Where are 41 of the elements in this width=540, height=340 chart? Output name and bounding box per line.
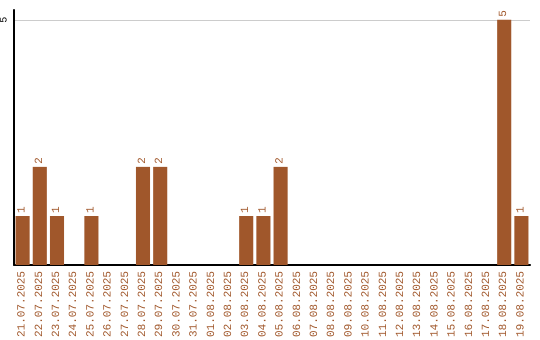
x-tick-label: 04.08.2025	[257, 270, 270, 338]
x-tick-label: 05.08.2025	[274, 270, 287, 338]
x-tick-label: 03.08.2025	[240, 270, 252, 338]
data-label: 1	[515, 206, 528, 213]
data-label: 1	[240, 206, 252, 213]
x-tick-label: 23.07.2025	[51, 270, 63, 338]
data-label: 2	[274, 157, 287, 164]
data-label: 1	[16, 206, 29, 213]
x-tick-label: 29.07.2025	[154, 270, 166, 338]
data-label: 1	[51, 206, 63, 213]
x-tick-label: 07.08.2025	[309, 270, 321, 338]
x-tick-label: 31.07.2025	[188, 270, 201, 338]
x-tick-label: 13.08.2025	[412, 270, 424, 338]
x-tick-label: 24.07.2025	[68, 270, 80, 338]
x-tick-label: 17.08.2025	[481, 270, 493, 338]
x-tick-label: 08.08.2025	[326, 270, 338, 338]
x-tick-label: 26.07.2025	[102, 270, 115, 338]
x-tick-label: 12.08.2025	[395, 270, 407, 338]
x-tick-label: 01.08.2025	[206, 270, 218, 338]
x-tick-label: 27.07.2025	[120, 270, 132, 338]
x-tick-label: 18.08.2025	[498, 270, 510, 338]
data-label: 2	[137, 157, 149, 164]
x-tick-label: 09.08.2025	[343, 270, 356, 338]
x-tick-label: 11.08.2025	[378, 270, 390, 338]
x-tick-label: 02.08.2025	[223, 270, 235, 338]
data-label: 1	[85, 206, 98, 213]
x-tick-label: 10.08.2025	[360, 270, 373, 338]
x-tick-label: 06.08.2025	[292, 270, 304, 338]
data-label: 2	[154, 157, 166, 164]
x-tick-label: 30.07.2025	[171, 270, 184, 338]
x-tick-label: 19.08.2025	[515, 270, 528, 338]
x-tick-label: 21.07.2025	[16, 270, 29, 338]
data-label: 2	[34, 157, 46, 164]
data-label: 1	[257, 206, 270, 213]
data-label: 5	[498, 10, 510, 17]
x-tick-label: 28.07.2025	[137, 270, 149, 338]
x-tick-label: 15.08.2025	[446, 270, 459, 338]
x-tick-label: 16.08.2025	[464, 270, 476, 338]
x-tick-label: 14.08.2025	[429, 270, 442, 338]
x-tick-label: 25.07.2025	[85, 270, 98, 338]
x-tick-label: 22.07.2025	[34, 270, 46, 338]
